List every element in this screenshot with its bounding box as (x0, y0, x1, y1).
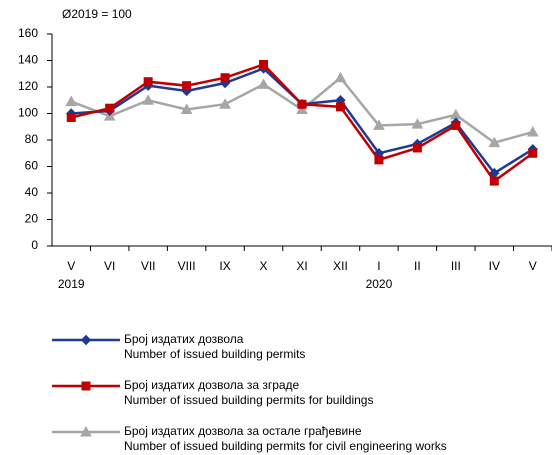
x-tick-label: VII (141, 259, 156, 273)
x-group-label: 2019 (58, 277, 85, 291)
y-tick-label: 40 (25, 185, 39, 199)
marker (526, 126, 539, 137)
x-group-label: 2020 (366, 277, 393, 291)
marker (374, 155, 384, 165)
marker (143, 77, 153, 87)
y-tick-label: 140 (18, 53, 38, 67)
y-tick-label: 120 (18, 79, 38, 93)
y-tick-label: 0 (31, 238, 38, 252)
marker (489, 176, 499, 186)
x-tick-label: VIII (178, 259, 196, 273)
marker (142, 94, 155, 105)
marker (488, 136, 501, 148)
annotation: Ø2019 = 100 (62, 7, 132, 21)
x-tick-label: I (377, 259, 380, 273)
marker (220, 73, 230, 83)
legend-label: Number of issued building permits (124, 347, 305, 361)
marker (373, 119, 385, 130)
x-tick-label: V (67, 259, 75, 273)
marker (412, 143, 422, 153)
legend-label: Број издатих дозвола (124, 332, 244, 346)
series-line (70, 63, 534, 183)
marker (259, 59, 269, 69)
x-tick-label: V (529, 259, 537, 273)
marker (257, 78, 270, 89)
marker (180, 103, 193, 115)
y-tick-label: 20 (25, 212, 39, 226)
legend-label: Број издатих дозвола за зграде (124, 378, 300, 392)
marker (297, 99, 307, 109)
y-tick-label: 100 (18, 106, 38, 120)
marker (528, 148, 538, 158)
x-tick-label: III (451, 259, 461, 273)
marker (80, 334, 92, 346)
marker (182, 81, 192, 91)
x-tick-label: XII (333, 259, 348, 273)
legend-label: Number of issued building permits for bu… (124, 393, 373, 407)
marker (66, 112, 76, 122)
marker (219, 98, 231, 109)
marker (449, 108, 462, 120)
marker (81, 381, 91, 391)
x-tick-label: X (260, 259, 268, 273)
y-tick-label: 160 (18, 26, 38, 40)
x-tick-label: IX (219, 259, 230, 273)
legend-label: Number of issued building permits for ci… (124, 439, 447, 453)
marker (451, 120, 461, 130)
y-tick-label: 80 (25, 132, 39, 146)
marker (335, 102, 345, 112)
x-tick-label: VI (104, 259, 115, 273)
marker (334, 71, 347, 83)
marker (411, 118, 424, 129)
marker (80, 425, 92, 437)
y-tick-label: 60 (25, 159, 39, 173)
marker (105, 103, 115, 113)
legend-label: Број издатих дозвола за остале грађевине (124, 424, 362, 438)
x-tick-label: XI (296, 259, 307, 273)
x-tick-label: IV (489, 259, 500, 273)
x-tick-label: II (414, 259, 421, 273)
marker (65, 95, 78, 107)
